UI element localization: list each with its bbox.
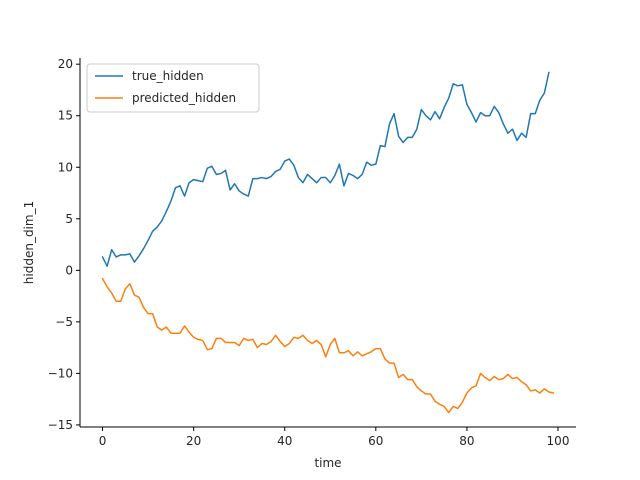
legend-label: predicted_hidden <box>132 91 236 105</box>
x-tick-label: 40 <box>277 434 292 448</box>
y-tick-label: 5 <box>65 212 73 226</box>
plot-area <box>79 58 576 428</box>
x-tick-label: 60 <box>368 434 383 448</box>
y-tick-label: 20 <box>58 57 73 71</box>
series-line-true-hidden <box>101 71 550 267</box>
y-axis: −15 −10 −5 0 5 10 15 20 <box>48 57 80 432</box>
x-axis: 0 20 40 60 80 100 <box>99 427 570 448</box>
legend-box <box>86 63 260 113</box>
y-tick-label: −5 <box>55 315 73 329</box>
y-tick-label: 0 <box>65 263 73 277</box>
y-tick-label: 10 <box>58 160 73 174</box>
series-line-predicted-hidden <box>101 277 555 414</box>
series-lines <box>101 71 555 414</box>
x-tick-label: 0 <box>99 434 107 448</box>
y-axis-label: hidden_dim_1 <box>22 201 36 284</box>
x-axis-label: time <box>314 456 341 470</box>
y-tick-label: −10 <box>48 366 73 380</box>
y-tick-label: −15 <box>48 418 73 432</box>
x-tick-label: 100 <box>547 434 570 448</box>
legend-label: true_hidden <box>132 69 204 83</box>
x-tick-label: 80 <box>459 434 474 448</box>
x-tick-label: 20 <box>186 434 201 448</box>
y-tick-label: 15 <box>58 109 73 123</box>
legend: true_hidden predicted_hidden <box>86 63 260 113</box>
